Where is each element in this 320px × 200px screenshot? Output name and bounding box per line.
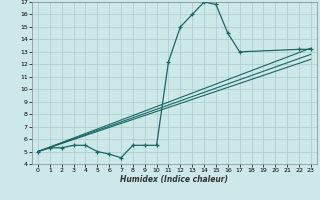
X-axis label: Humidex (Indice chaleur): Humidex (Indice chaleur) (120, 175, 228, 184)
